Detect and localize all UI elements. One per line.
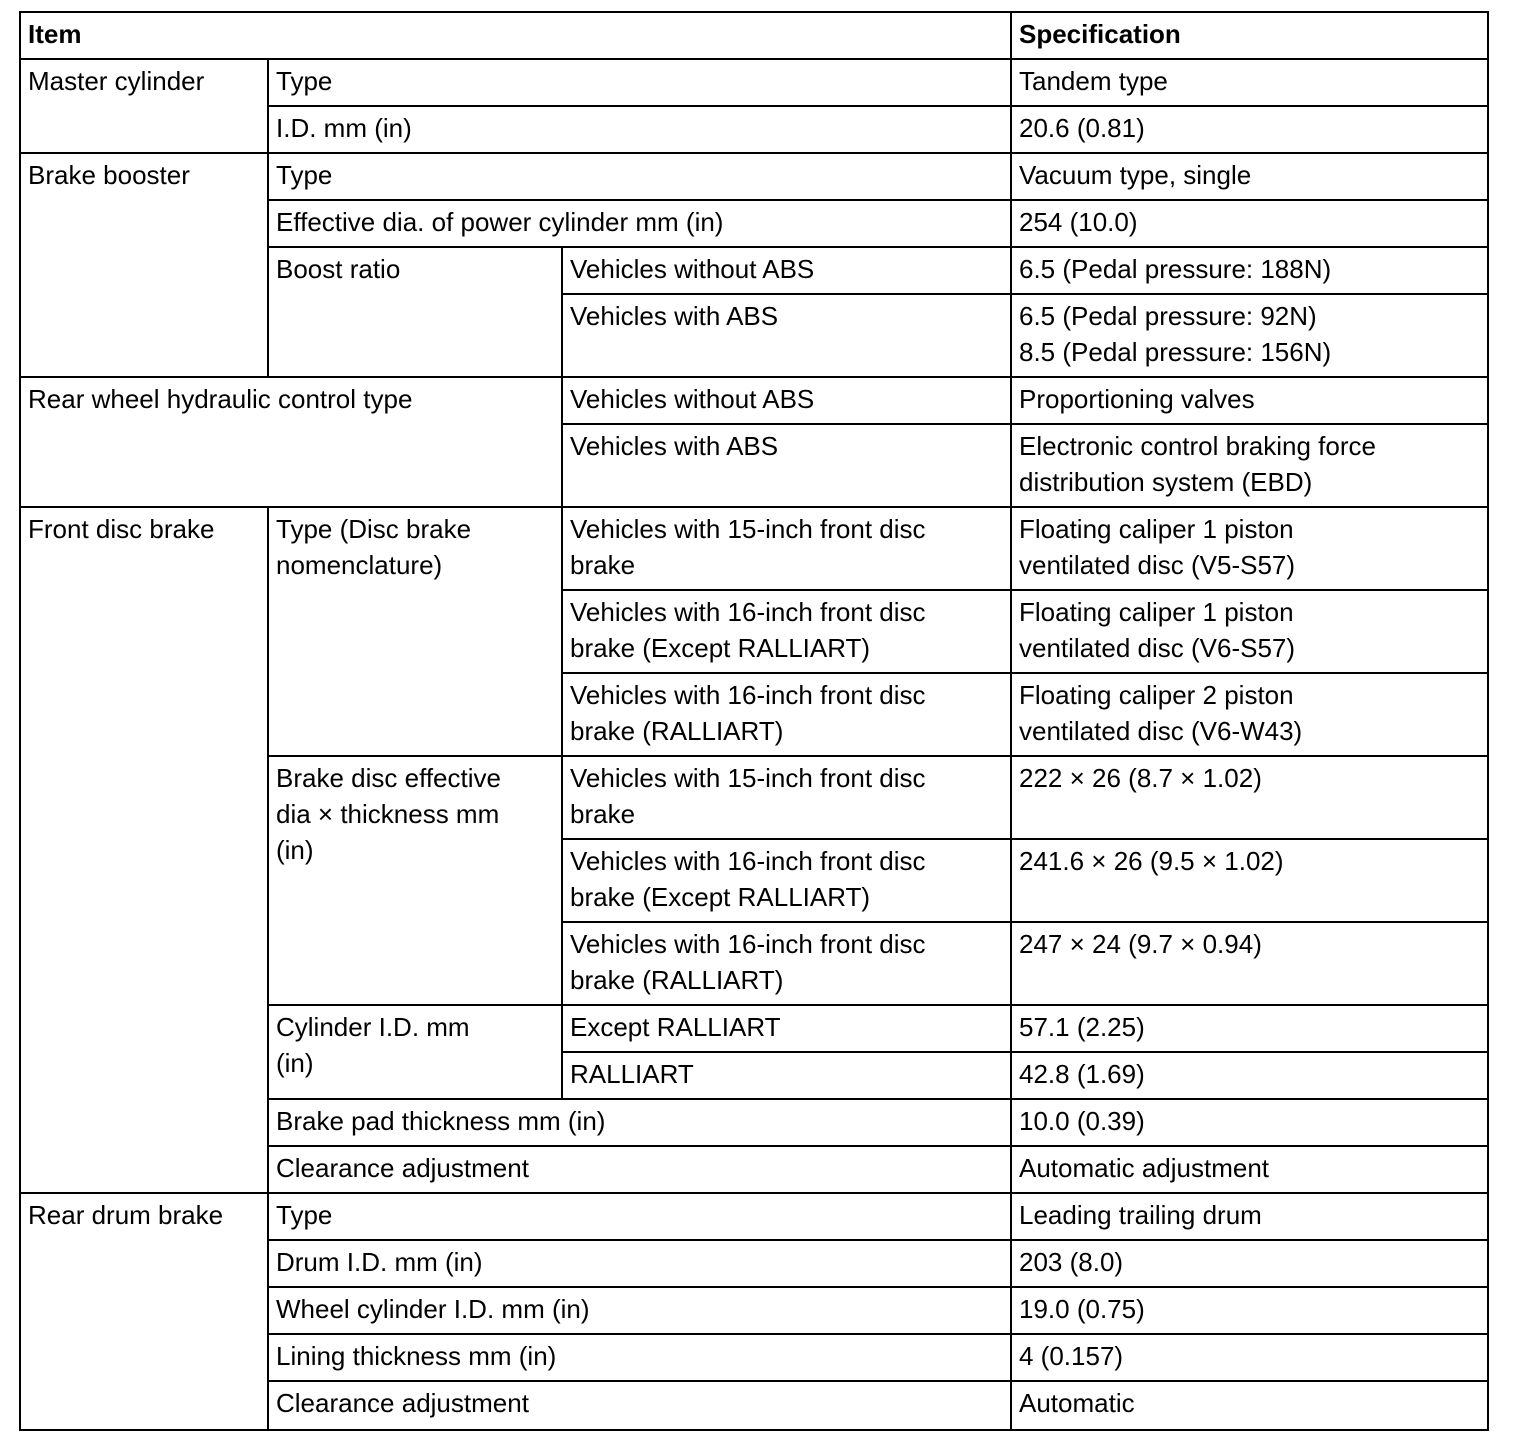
table-row: Boost ratio Vehicles without ABS 6.5 (Pe… [20, 246, 1489, 378]
item-cell: Rear drum brake [19, 1192, 269, 1431]
spec-cell: Vacuum type, single [1010, 152, 1489, 201]
spec-cell: 57.1 (2.25) [1010, 1004, 1489, 1053]
subitem-cell: Cylinder I.D. mm (in) [267, 1004, 563, 1100]
spec-cell: Floating caliper 1 piston ventilated dis… [1010, 589, 1489, 674]
table-row: Clearance adjustment Automatic [20, 1380, 1489, 1431]
spec-cell: Proportioning valves [1010, 376, 1489, 425]
condition-cell: Vehicles with ABS [561, 423, 1012, 508]
subitem-cell: Wheel cylinder I.D. mm (in) [267, 1286, 1012, 1335]
table-row: Front disc brake Type (Disc brake nomenc… [19, 506, 1489, 1194]
condition-cell: Except RALLIART [561, 1004, 1012, 1053]
condition-cell: Vehicles with 15-inch front disc brake [561, 755, 1012, 840]
spec-cell: 203 (8.0) [1010, 1239, 1489, 1288]
table-row: Rear wheel hydraulic control type Vehicl… [19, 376, 1489, 508]
spec-cell: 20.6 (0.81) [1010, 105, 1489, 154]
condition-cell: Vehicles with 16-inch front disc brake (… [561, 589, 1012, 674]
brake-specification-table: Item Specification Master cylinder Type … [19, 11, 1489, 1431]
spec-cell: Floating caliper 1 piston ventilated dis… [1010, 506, 1489, 591]
spec-cell: 241.6 × 26 (9.5 × 1.02) [1010, 838, 1489, 923]
subitem-cell: Type [267, 58, 1012, 107]
table-row: Rear drum brake Type Leading trailing dr… [19, 1192, 1489, 1431]
spec-cell: 10.0 (0.39) [1010, 1098, 1489, 1147]
subitem-cell: Clearance adjustment [267, 1380, 1012, 1431]
spec-cell: 4 (0.157) [1010, 1333, 1489, 1382]
table-row: Clearance adjustment Automatic adjustmen… [20, 1145, 1489, 1194]
subitem-cell: Type (Disc brake nomenclature) [267, 506, 563, 757]
table-row: Master cylinder Type Tandem type [19, 58, 1489, 154]
subitem-cell: Drum I.D. mm (in) [267, 1239, 1012, 1288]
spec-cell: Automatic adjustment [1010, 1145, 1489, 1194]
spec-cell: Automatic [1010, 1380, 1489, 1431]
table-row: Lining thickness mm (in) 4 (0.157) [20, 1333, 1489, 1382]
table-row: Effective dia. of power cylinder mm (in)… [20, 199, 1489, 248]
item-cell: Front disc brake [19, 506, 269, 1194]
header-row: Item Specification [19, 11, 1489, 60]
table-row: RALLIART 42.8 (1.69) [20, 1051, 1489, 1100]
spec-cell: 42.8 (1.69) [1010, 1051, 1489, 1100]
table-row: Vehicles with ABS Electronic control bra… [20, 423, 1489, 508]
spec-cell: Leading trailing drum [1010, 1192, 1489, 1241]
spec-cell: Floating caliper 2 piston ventilated dis… [1010, 672, 1489, 757]
spec-cell: 19.0 (0.75) [1010, 1286, 1489, 1335]
header-specification: Specification [1010, 11, 1489, 60]
table-row: Wheel cylinder I.D. mm (in) 19.0 (0.75) [20, 1286, 1489, 1335]
spec-cell: 247 × 24 (9.7 × 0.94) [1010, 921, 1489, 1006]
condition-cell: Vehicles with ABS [561, 293, 1012, 378]
table-row: Brake booster Type Vacuum type, single [19, 152, 1489, 378]
item-cell: Brake booster [19, 152, 269, 378]
table-row: Vehicles with 16-inch front disc brake (… [20, 921, 1489, 1006]
table-row: Brake disc effective dia × thickness mm … [20, 755, 1489, 1006]
table-row: Drum I.D. mm (in) 203 (8.0) [20, 1239, 1489, 1288]
subitem-cell: Brake pad thickness mm (in) [267, 1098, 1012, 1147]
condition-cell: Vehicles with 15-inch front disc brake [561, 506, 1012, 591]
header-item: Item [19, 11, 1012, 60]
spec-cell: 222 × 26 (8.7 × 1.02) [1010, 755, 1489, 840]
table-row: Cylinder I.D. mm (in) Except RALLIART 57… [20, 1004, 1489, 1100]
table-row: Vehicles with ABS 6.5 (Pedal pressure: 9… [20, 293, 1489, 378]
subitem-cell: Lining thickness mm (in) [267, 1333, 1012, 1382]
table-row: Vehicles with 16-inch front disc brake (… [20, 838, 1489, 923]
spec-cell: 6.5 (Pedal pressure: 92N) 8.5 (Pedal pre… [1010, 293, 1489, 378]
table-row: Brake pad thickness mm (in) 10.0 (0.39) [20, 1098, 1489, 1147]
condition-cell: Vehicles with 16-inch front disc brake (… [561, 838, 1012, 923]
subitem-cell: Type [267, 1192, 1012, 1241]
subitem-cell: Clearance adjustment [267, 1145, 1012, 1194]
spec-cell: 254 (10.0) [1010, 199, 1489, 248]
table-row: Vehicles with 16-inch front disc brake (… [20, 672, 1489, 757]
item-cell: Rear wheel hydraulic control type [19, 376, 563, 508]
item-cell: Master cylinder [19, 58, 269, 154]
condition-cell: Vehicles without ABS [561, 376, 1012, 425]
subitem-cell: Type [267, 152, 1012, 201]
subitem-cell: Effective dia. of power cylinder mm (in) [267, 199, 1012, 248]
subitem-cell: Brake disc effective dia × thickness mm … [267, 755, 563, 1006]
condition-cell: RALLIART [561, 1051, 1012, 1100]
subitem-cell: I.D. mm (in) [267, 105, 1012, 154]
spec-cell: 6.5 (Pedal pressure: 188N) [1010, 246, 1489, 295]
condition-cell: Vehicles with 16-inch front disc brake (… [561, 672, 1012, 757]
subitem-cell: Boost ratio [267, 246, 563, 378]
spec-cell: Tandem type [1010, 58, 1489, 107]
table-row: Vehicles with 16-inch front disc brake (… [20, 589, 1489, 674]
spec-cell: Electronic control braking force distrib… [1010, 423, 1489, 508]
table-row: I.D. mm (in) 20.6 (0.81) [20, 105, 1489, 154]
condition-cell: Vehicles with 16-inch front disc brake (… [561, 921, 1012, 1006]
condition-cell: Vehicles without ABS [561, 246, 1012, 295]
